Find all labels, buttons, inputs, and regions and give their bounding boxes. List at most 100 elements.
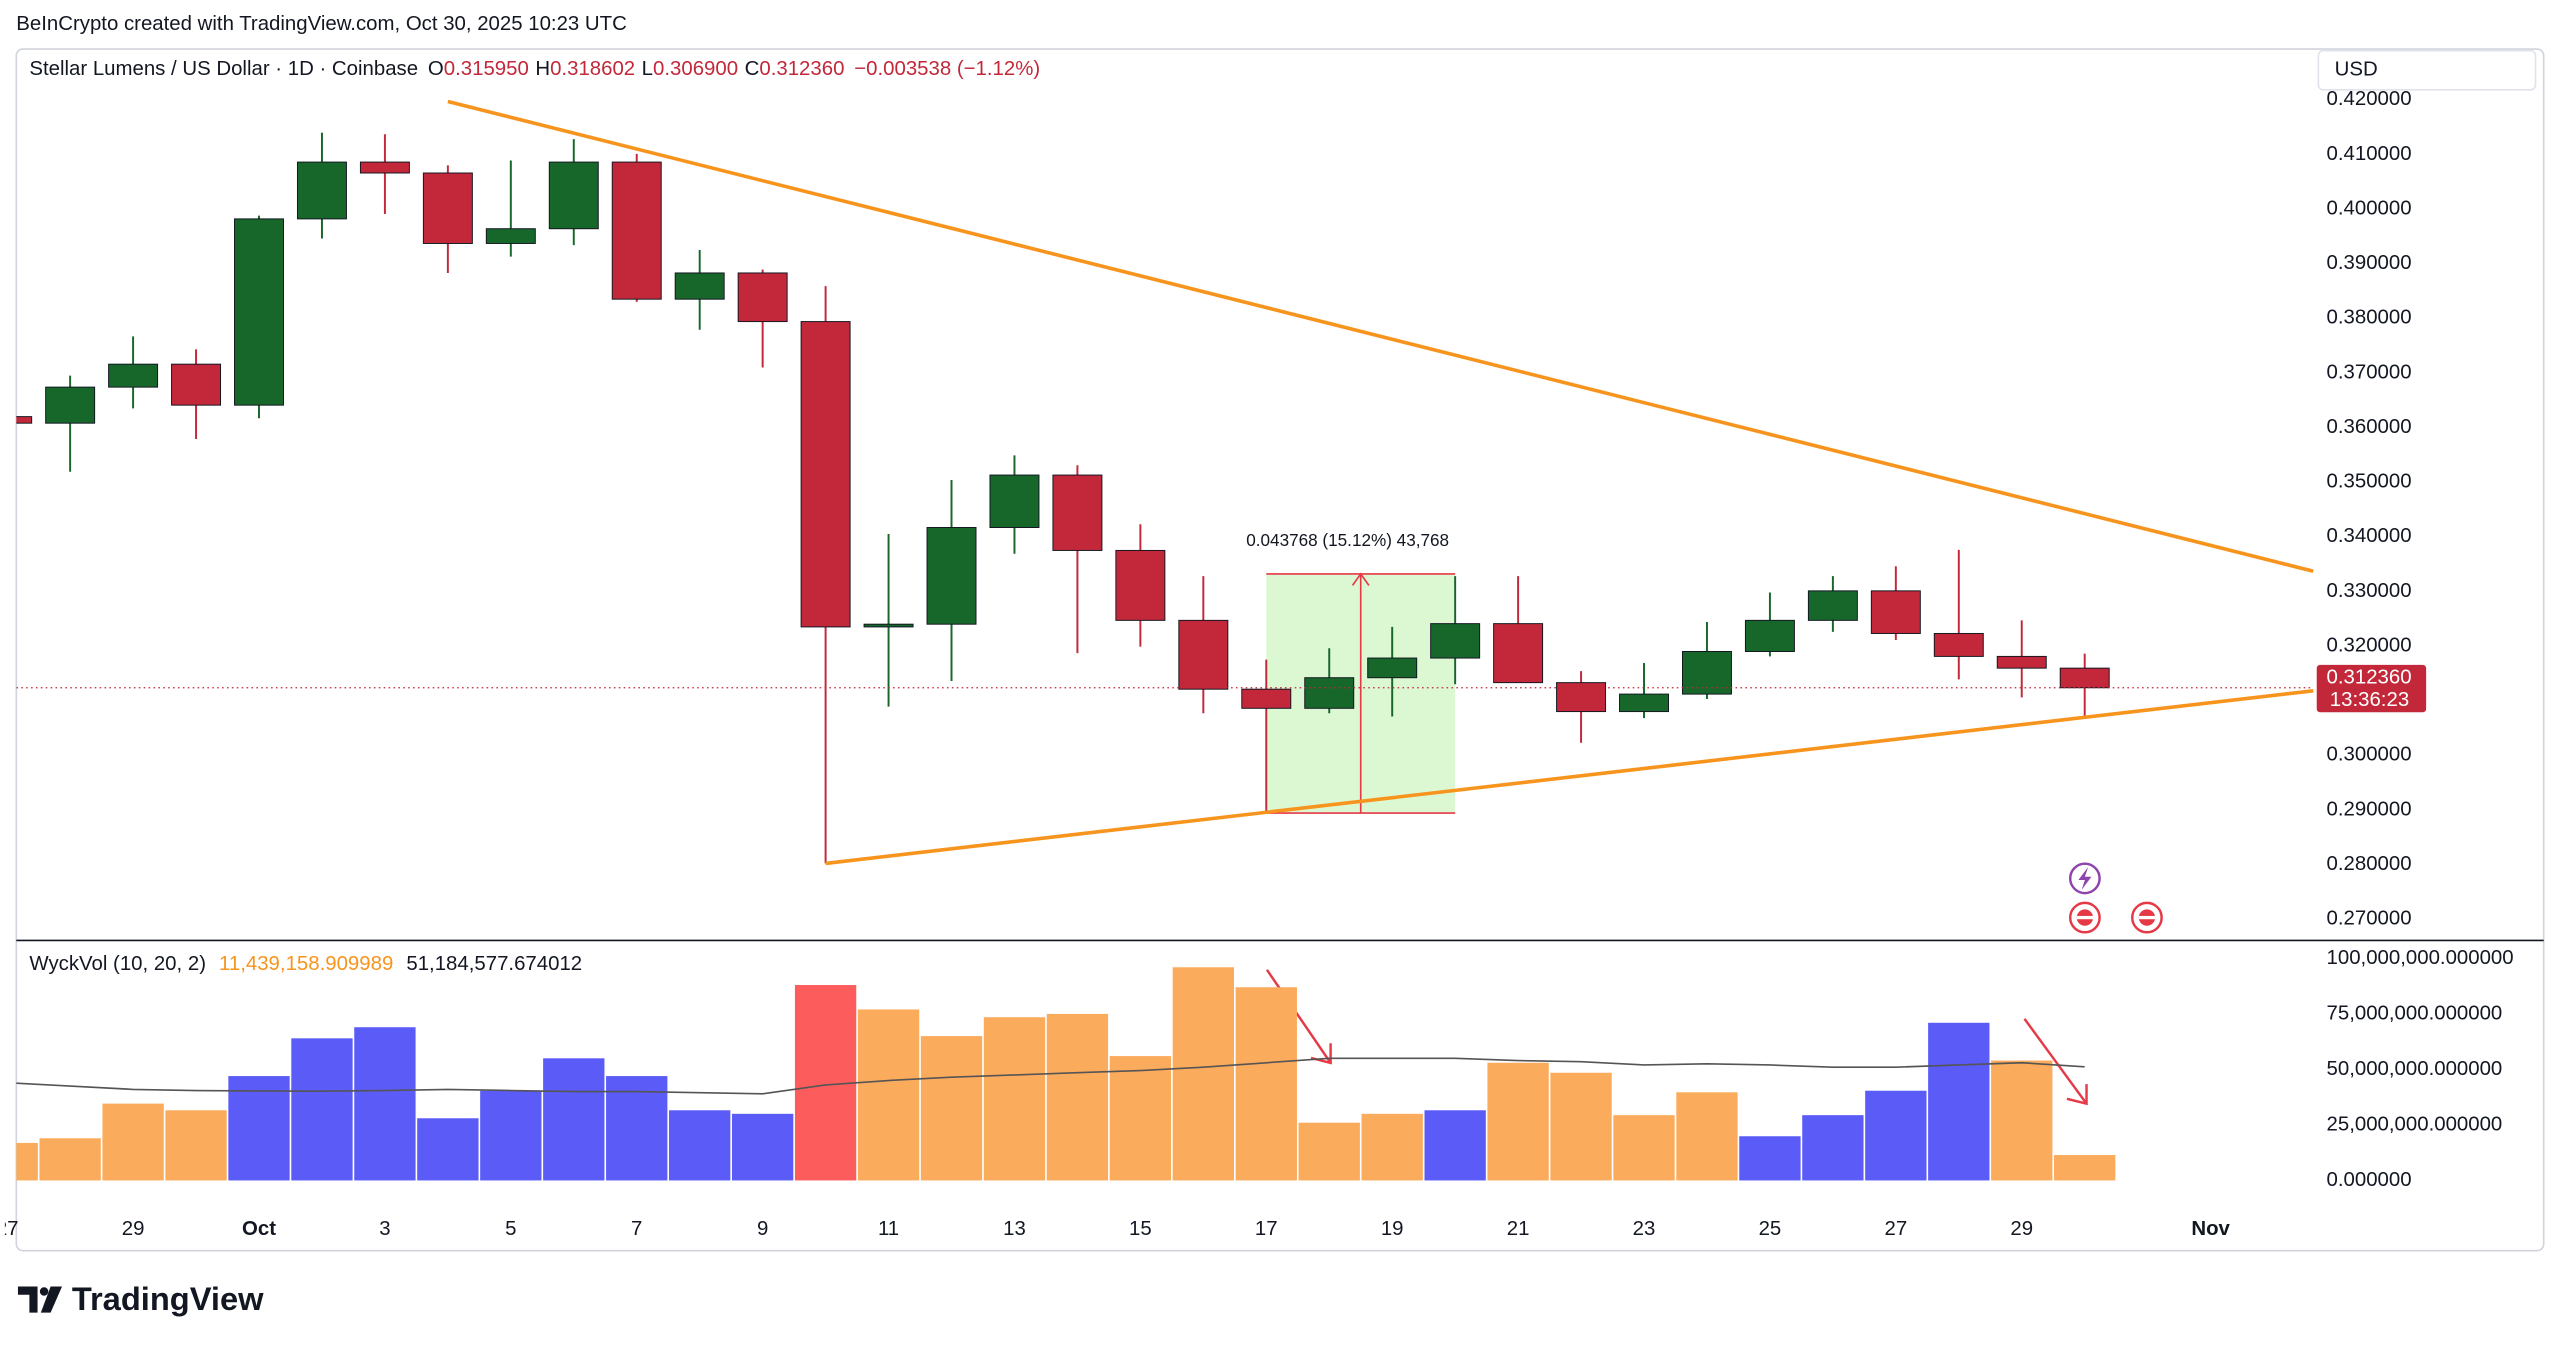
volume-bar (857, 1009, 920, 1181)
logo: TradingView (17, 1280, 264, 1317)
x-tick-label: 5 (505, 1218, 516, 1240)
last-price-label: 0.312360 (2327, 666, 2412, 688)
x-tick-label: 11 (878, 1218, 899, 1240)
y-tick-label: 0.320000 (2327, 634, 2412, 656)
candle-body (171, 363, 222, 406)
x-tick-label: 29 (122, 1218, 145, 1240)
candle-body (359, 161, 410, 174)
volume-legend: WyckVol (10, 20, 2) 11,439,158.909989 51,1… (29, 953, 582, 975)
x-tick-label: 19 (1381, 1218, 1404, 1240)
volume-bar (1487, 1062, 1549, 1181)
volume-title: WyckVol (10, 20, 2) (29, 953, 206, 975)
candle-body (1870, 590, 1921, 634)
y2-tick-label: 50,000,000.000000 (2327, 1058, 2503, 1080)
last-price-tag (2316, 664, 2427, 713)
candle-body (1493, 623, 1544, 684)
volume-bar (1865, 1090, 1927, 1181)
chart-title: Stellar Lumens / US Dollar · 1D · Coinba… (29, 59, 418, 81)
candle-body (2059, 667, 2110, 689)
volume-bar (2054, 1155, 2116, 1181)
y2-tick-label: 25,000,000.000000 (2327, 1113, 2503, 1135)
candle-body (800, 321, 851, 628)
candle-body (1304, 677, 1355, 709)
arrow (2023, 1018, 2088, 1106)
date-axis: 27 29 Oct 3 5 7 9 11 13 15 17 19 21 23 25 27 29 Nov (0, 1218, 2231, 1240)
volume-bar (543, 1058, 605, 1181)
volume-bar (39, 1138, 101, 1181)
y2-tick-label: 75,000,000.000000 (2327, 1002, 2503, 1024)
candle-body (16, 416, 33, 424)
measure-label: 0.043768 (15.12%) 43,768 (1246, 530, 1449, 550)
y-tick-label: 0.410000 (2327, 143, 2412, 165)
logo-text: TradingView (72, 1280, 264, 1317)
y-tick-label: 0.420000 (2327, 88, 2412, 110)
candle-body (548, 161, 599, 230)
volume-bar (417, 1118, 479, 1181)
frame (15, 48, 2545, 1252)
y-tick-label: 0.290000 (2327, 798, 2412, 820)
candle-body (611, 161, 662, 300)
volume-bar (228, 1076, 290, 1181)
measure-arrowhead (1351, 572, 1370, 586)
price-pane: 0.043768 (15.12%) 43,768 (16, 99, 2314, 866)
trendline (825, 689, 2314, 866)
legend-value: 51,184,577.674012 (406, 953, 582, 975)
x-tick-label: Nov (2191, 1218, 2230, 1240)
candle-body (863, 623, 914, 628)
y-tick-label: 0.330000 (2327, 580, 2412, 602)
x-tick-label: 9 (757, 1218, 768, 1240)
candle-body (926, 527, 977, 625)
x-tick-label: 17 (1255, 1218, 1278, 1240)
y2-tick-label: 100,000,000.000000 (2327, 947, 2514, 969)
ohlc-key: O (428, 59, 444, 81)
x-tick-label: 27 (0, 1218, 19, 1240)
volume-bar (606, 1076, 668, 1181)
credit: BeInCrypto created with TradingView.com,… (16, 13, 627, 35)
event-icons[interactable] (2068, 862, 2163, 934)
x-tick-label: 21 (1507, 1218, 1530, 1240)
trendline (447, 99, 2314, 573)
candle-body (1996, 655, 2047, 669)
volume-bar (1676, 1092, 1738, 1181)
candle-body (1241, 688, 1292, 709)
candle-body (1430, 623, 1481, 659)
y-tick-label: 0.300000 (2327, 744, 2412, 766)
x-tick-label: 27 (1884, 1218, 1907, 1240)
volume-bar (1991, 1060, 2053, 1181)
currency: USD (2335, 59, 2378, 81)
volume-bar (291, 1038, 353, 1181)
candle-body (296, 161, 347, 220)
currency-box[interactable] (2317, 49, 2537, 91)
candle-body (1681, 651, 1732, 695)
ohlc-value: 0.312360 (759, 59, 844, 81)
volume-bar (16, 1142, 38, 1181)
ohlc-key: H (535, 59, 550, 81)
change: −0.003538 (−1.12%) (854, 59, 1040, 81)
y-tick-label: 0.270000 (2327, 908, 2412, 930)
volume-bar (1109, 1056, 1172, 1181)
volume-bar (165, 1110, 227, 1181)
x-tick-label: 25 (1759, 1218, 1782, 1240)
volume-bar (669, 1110, 731, 1181)
ohlc-value: 0.306900 (653, 59, 738, 81)
volume-bar (1424, 1110, 1486, 1181)
volume-bar (1298, 1122, 1360, 1181)
volume-bar (1613, 1115, 1675, 1181)
volume-bar (731, 1113, 794, 1181)
candle-body (989, 474, 1040, 528)
volume-bar (354, 1027, 416, 1181)
y-tick-label: 0.360000 (2327, 416, 2412, 438)
x-tick-label: 7 (631, 1218, 642, 1240)
x-tick-label: 3 (379, 1218, 390, 1240)
ohlc-value: 0.318602 (550, 59, 635, 81)
y-tick-label: 0.380000 (2327, 307, 2412, 329)
volume-bar (1928, 1022, 1990, 1181)
candle-body (1933, 632, 1984, 657)
x-tick-label: 29 (2010, 1218, 2033, 1240)
volume-bar (1802, 1115, 1864, 1181)
x-tick-label: 13 (1003, 1218, 1026, 1240)
x-tick-label: 15 (1129, 1218, 1152, 1240)
volume-bar (983, 1017, 1046, 1181)
average-line (16, 1057, 2085, 1095)
